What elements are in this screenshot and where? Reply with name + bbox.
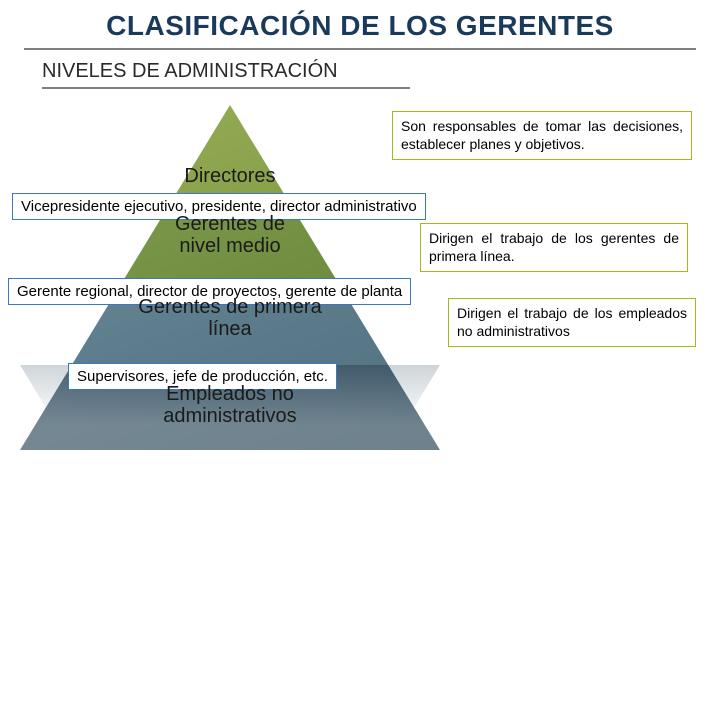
subtitle: NIVELES DE ADMINISTRACIÓN — [0, 58, 720, 87]
subtitle-underline — [42, 87, 410, 89]
callout-nivel-medio: Dirigen el trabajo de los gerentes de pr… — [420, 223, 688, 272]
callout-directores: Son responsables de tomar las decisiones… — [392, 111, 692, 160]
pyramid-stage: Directores Son responsables de tomar las … — [0, 105, 720, 535]
level-label-directores: Directores — [120, 165, 340, 187]
title-underline — [24, 48, 696, 50]
page-title: CLASIFICACIÓN DE LOS GERENTES — [0, 0, 720, 48]
level-label-nivel-medio: Gerentes de nivel medio — [140, 213, 320, 257]
callout-primera-linea: Dirigen el trabajo de los empleados no a… — [448, 298, 696, 347]
level-label-primera-linea: Gerentes de primera línea — [120, 296, 340, 340]
level-label-empleados: Empleados no administrativos — [140, 383, 320, 427]
